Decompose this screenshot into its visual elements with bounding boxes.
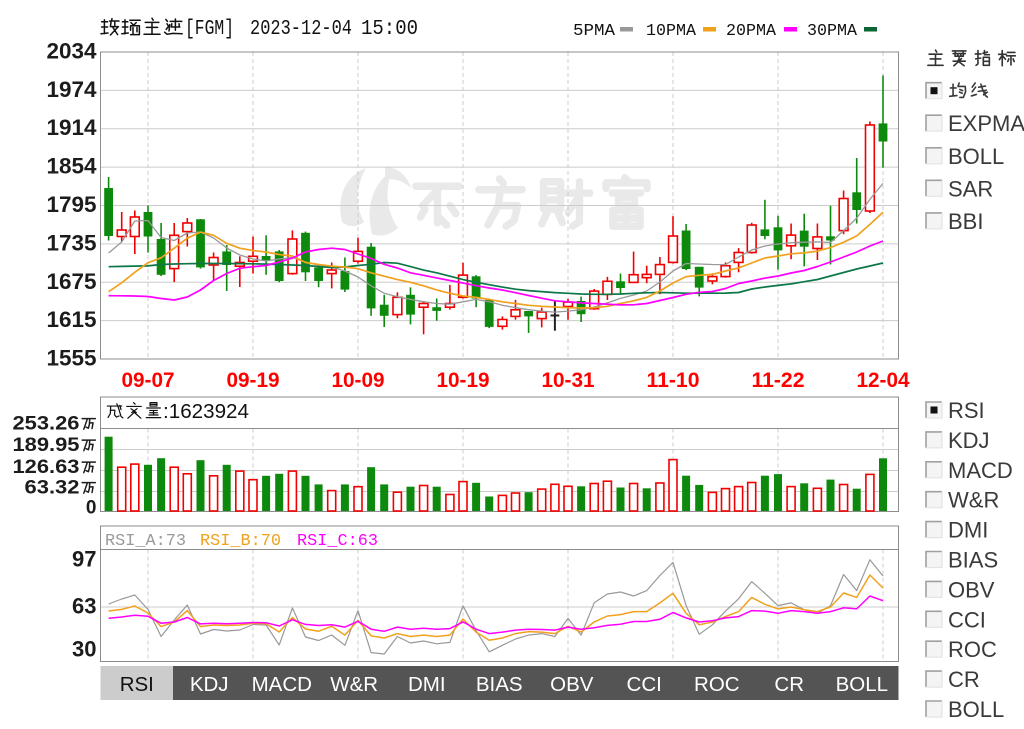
svg-text:126.63: 126.63	[13, 457, 80, 478]
svg-text:11-22: 11-22	[752, 369, 805, 392]
svg-text:MACD: MACD	[948, 458, 1013, 483]
svg-text:10-09: 10-09	[332, 369, 385, 392]
svg-text:BOLL: BOLL	[948, 144, 1004, 169]
svg-text:0: 0	[86, 498, 97, 519]
svg-text:5PMA: 5PMA	[573, 22, 616, 41]
svg-text:1555: 1555	[47, 346, 97, 371]
svg-text:20PMA: 20PMA	[726, 22, 777, 41]
svg-text:1735: 1735	[47, 230, 97, 255]
svg-text:BOLL: BOLL	[948, 697, 1004, 722]
svg-text:253.26: 253.26	[13, 414, 80, 435]
svg-text:DMI: DMI	[948, 518, 988, 543]
svg-text:OBV: OBV	[550, 673, 594, 696]
svg-text:1974: 1974	[47, 77, 98, 102]
svg-text:2034: 2034	[47, 39, 98, 64]
svg-text:30PMA: 30PMA	[807, 22, 858, 41]
svg-text:ROC: ROC	[948, 637, 997, 662]
svg-text:1795: 1795	[47, 192, 97, 217]
svg-text:1914: 1914	[47, 115, 98, 140]
svg-text:RSI: RSI	[948, 398, 985, 423]
svg-text:[FGM]: [FGM]	[185, 18, 234, 41]
svg-text:11-10: 11-10	[647, 369, 700, 392]
svg-text:RSI_B:70: RSI_B:70	[200, 532, 281, 551]
svg-text::1623924: :1623924	[163, 401, 249, 423]
svg-text:97: 97	[72, 547, 96, 572]
svg-text:RSI: RSI	[120, 673, 154, 696]
svg-text:63: 63	[72, 594, 96, 619]
svg-text:10PMA: 10PMA	[646, 22, 697, 41]
svg-text:1854: 1854	[47, 154, 98, 179]
svg-text:2023-12-04: 2023-12-04	[250, 18, 352, 41]
svg-text:SAR: SAR	[948, 176, 993, 201]
svg-text:CR: CR	[948, 667, 980, 692]
svg-text:OBV: OBV	[948, 577, 995, 602]
svg-text:12-04: 12-04	[857, 369, 910, 392]
svg-text:BIAS: BIAS	[948, 548, 998, 573]
svg-text:CCI: CCI	[948, 607, 986, 632]
svg-text:10-31: 10-31	[542, 369, 595, 392]
svg-text:RSI_A:73: RSI_A:73	[105, 532, 186, 551]
svg-text:1675: 1675	[47, 269, 97, 294]
svg-text:MACD: MACD	[252, 673, 312, 696]
svg-text:15:00: 15:00	[361, 18, 418, 41]
svg-text:RSI_C:63: RSI_C:63	[297, 532, 378, 551]
svg-text:1615: 1615	[47, 307, 97, 332]
svg-text:EXPMA: EXPMA	[948, 111, 1024, 136]
svg-text:ROC: ROC	[694, 673, 740, 696]
svg-text:BOLL: BOLL	[836, 673, 888, 696]
svg-text:KDJ: KDJ	[948, 428, 990, 453]
svg-text:63.32: 63.32	[25, 478, 80, 499]
svg-text:KDJ: KDJ	[190, 673, 229, 696]
svg-text:09-07: 09-07	[122, 369, 175, 392]
svg-text:W&R: W&R	[330, 673, 378, 696]
svg-text:09-19: 09-19	[227, 369, 280, 392]
svg-text:BIAS: BIAS	[476, 673, 523, 696]
svg-text:CCI: CCI	[627, 673, 662, 696]
svg-text:DMI: DMI	[408, 673, 446, 696]
svg-text:BBI: BBI	[948, 209, 983, 234]
svg-text:30: 30	[72, 637, 96, 662]
svg-text:189.95: 189.95	[13, 435, 80, 456]
svg-text:CR: CR	[774, 673, 804, 696]
svg-text:W&R: W&R	[948, 488, 999, 513]
svg-text:10-19: 10-19	[437, 369, 490, 392]
